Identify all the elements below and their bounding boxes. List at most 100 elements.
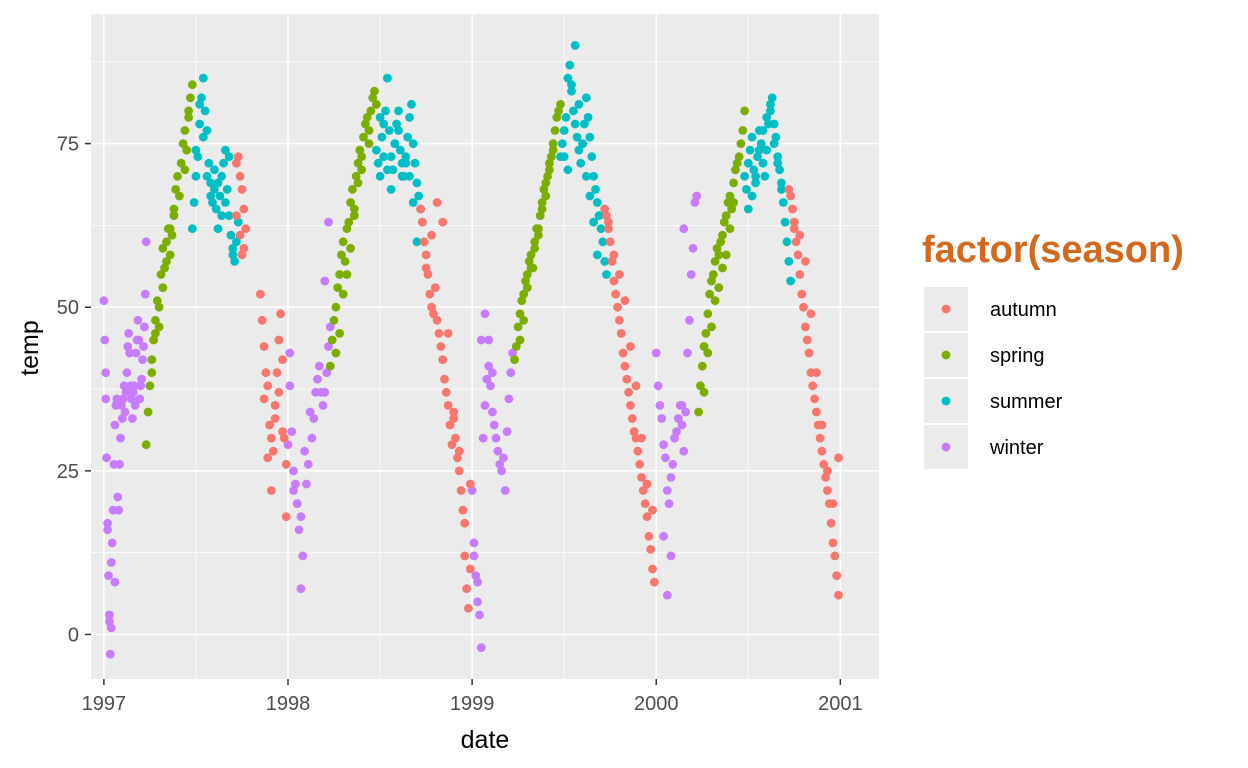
point-spring (708, 270, 718, 279)
point-winter (504, 394, 514, 404)
point-summer (213, 224, 223, 234)
point-spring (162, 257, 171, 266)
legend-item-winter: winter (924, 425, 1044, 469)
point-winter (672, 427, 681, 436)
point-summer (602, 270, 611, 279)
point-autumn (609, 276, 619, 286)
point-winter (324, 217, 333, 227)
point-summer (570, 41, 580, 50)
point-autumn (642, 512, 652, 522)
point-winter (122, 368, 132, 378)
point-autumn (456, 486, 466, 495)
point-autumn (430, 283, 440, 292)
point-autumn (432, 198, 442, 207)
point-autumn (241, 224, 251, 234)
point-summer (204, 158, 214, 168)
point-autumn (616, 329, 626, 338)
point-summer (777, 178, 786, 188)
point-summer (401, 158, 411, 168)
point-spring (344, 217, 354, 227)
series-winter (99, 191, 702, 659)
point-spring (714, 283, 724, 292)
point-autumn (272, 368, 282, 378)
legend-item-summer: summer (924, 379, 1063, 423)
point-summer (394, 106, 403, 116)
point-summer (585, 191, 595, 201)
point-winter (677, 420, 687, 430)
point-autumn (429, 309, 438, 319)
point-spring (173, 171, 182, 181)
point-summer (742, 185, 751, 194)
point-spring (141, 440, 151, 450)
point-summer (786, 276, 795, 286)
point-autumn (239, 243, 249, 253)
point-autumn (449, 414, 459, 423)
point-spring (366, 106, 376, 116)
point-winter (124, 329, 134, 338)
point-autumn (786, 191, 795, 201)
point-spring (718, 263, 727, 273)
x-axis: 1997 1998 1999 2000 2001 (82, 679, 863, 715)
point-autumn (237, 250, 247, 260)
point-autumn (276, 309, 285, 319)
point-summer (372, 145, 381, 155)
point-spring (372, 99, 381, 109)
point-autumn (274, 387, 284, 397)
point-winter (125, 348, 135, 358)
point-winter (120, 407, 130, 417)
point-summer (412, 237, 422, 247)
point-spring (158, 243, 168, 253)
point-winter (683, 348, 692, 358)
point-winter (141, 237, 151, 247)
point-autumn (637, 433, 646, 443)
point-spring (513, 322, 523, 332)
point-spring (333, 283, 343, 292)
point-spring (143, 407, 153, 417)
x-tick-label: 2000 (634, 693, 679, 715)
point-summer (191, 171, 201, 181)
point-autumn (462, 584, 471, 594)
point-summer (198, 132, 208, 142)
point-autumn (615, 315, 624, 325)
point-autumn (281, 512, 291, 522)
point-autumn (624, 387, 633, 397)
point-winter (318, 401, 328, 410)
point-autumn (600, 204, 610, 214)
point-winter (129, 381, 139, 391)
point-spring (716, 237, 726, 247)
point-spring (729, 198, 738, 207)
point-summer (591, 185, 600, 194)
point-spring (526, 250, 536, 260)
point-summer (758, 126, 768, 135)
point-summer (567, 80, 576, 90)
point-summer (224, 211, 234, 221)
point-autumn (278, 355, 287, 364)
x-axis-title: date (461, 726, 510, 754)
point-summer (780, 217, 790, 227)
point-summer (189, 198, 199, 207)
point-spring (348, 185, 357, 194)
point-spring (342, 270, 352, 279)
point-spring (147, 368, 157, 378)
point-autumn (604, 217, 613, 227)
point-summer (569, 106, 578, 116)
point-summer (753, 152, 762, 162)
point-spring (519, 289, 529, 299)
point-winter (289, 486, 298, 495)
point-summer (379, 152, 389, 162)
legend-label-autumn: autumn (990, 299, 1057, 321)
point-autumn (281, 459, 291, 469)
point-spring (180, 165, 190, 175)
point-autumn (812, 407, 821, 417)
point-summer (211, 204, 221, 214)
point-winter (659, 440, 668, 450)
point-autumn (432, 315, 442, 325)
point-summer (760, 171, 770, 181)
point-winter (489, 420, 499, 430)
point-autumn (434, 329, 444, 338)
point-winter (137, 374, 147, 384)
point-winter (476, 335, 486, 345)
point-spring (703, 309, 713, 319)
point-summer (373, 158, 383, 168)
point-spring (556, 99, 565, 109)
